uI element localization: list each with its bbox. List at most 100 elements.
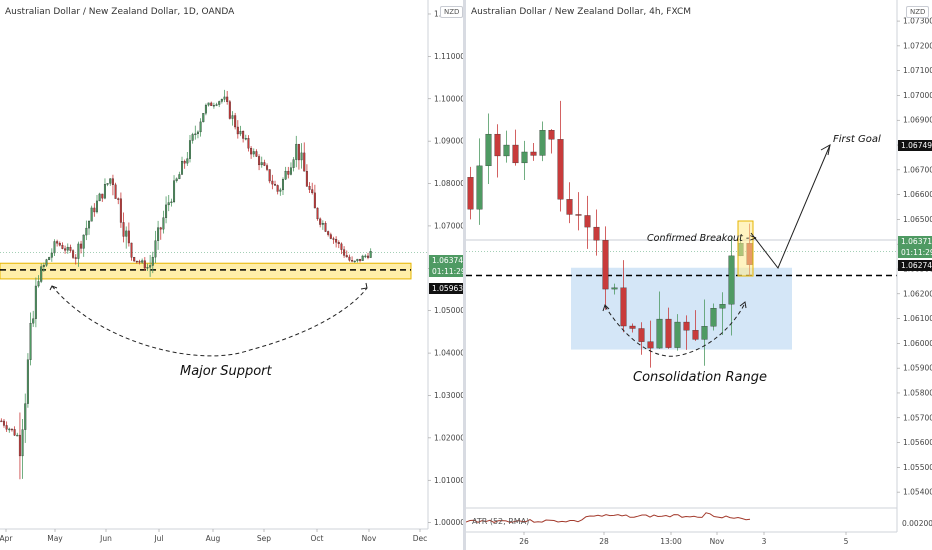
candle-body <box>701 326 708 340</box>
support-zone <box>0 262 412 280</box>
candle-body <box>61 245 64 249</box>
candle-body <box>0 420 3 423</box>
candle-body <box>539 130 546 156</box>
candle-body <box>95 200 98 213</box>
y-tick-label: 1.06200 <box>903 289 932 298</box>
major-support-label: Major Support <box>180 364 273 379</box>
candle-body <box>138 261 141 263</box>
candle-body <box>64 248 67 251</box>
candle-body <box>321 223 324 225</box>
y-tick-label: 1.11000 <box>434 52 463 61</box>
candle-body <box>620 287 627 327</box>
y-tick-label: 1.06100 <box>903 314 932 323</box>
candle-body <box>494 133 501 157</box>
consolidation-arc <box>604 302 746 357</box>
candle-body <box>103 184 106 199</box>
countdown-value: 01:11:29 <box>432 267 463 276</box>
y-tick-label: 1.01000 <box>434 476 463 485</box>
candle-body <box>271 180 274 185</box>
candle-body <box>66 246 69 251</box>
candle-body <box>2 420 5 426</box>
x-tick-label: Oct <box>311 534 324 543</box>
candle-body <box>90 207 93 222</box>
candle-body <box>80 243 83 249</box>
candle-body <box>279 189 282 192</box>
candle-body <box>250 148 253 155</box>
support-arc-arrow-left <box>49 285 58 291</box>
currency-button[interactable]: NZD <box>440 6 464 18</box>
candle-body <box>329 234 332 239</box>
consolidation-arc-arrow-left <box>602 304 610 312</box>
candle-body <box>101 193 104 199</box>
x-tick-label: 26 <box>519 537 529 546</box>
candle-body <box>196 131 199 135</box>
candle-body <box>50 252 53 258</box>
y-tick-label: 1.07200 <box>903 41 932 50</box>
candle-body <box>255 151 258 157</box>
last-price-badge <box>898 236 932 247</box>
daily-candles <box>0 89 372 480</box>
panel-divider[interactable] <box>463 0 466 550</box>
candle-body <box>361 255 364 261</box>
y-tick-label: 1.06700 <box>903 165 932 174</box>
candle-body <box>159 227 162 230</box>
candle-body <box>5 425 8 430</box>
x-tick-label: May <box>47 534 63 543</box>
x-tick-label: 5 <box>844 537 849 546</box>
candle-body <box>281 179 284 191</box>
candle-body <box>16 434 19 437</box>
candle-body <box>181 161 184 175</box>
candle-body <box>122 222 125 237</box>
candle-body <box>165 204 168 218</box>
candle-body <box>69 246 72 251</box>
confirmed-breakout-label: Confirmed Breakout -> <box>647 233 757 244</box>
candle-body <box>674 321 681 348</box>
breakout-candle-highlight <box>737 220 754 277</box>
candle-body <box>719 304 726 309</box>
candle-body <box>611 287 618 290</box>
y-tick-label: 1.05900 <box>903 364 932 373</box>
x-tick-label: Sep <box>257 534 271 543</box>
candle-body <box>199 121 202 133</box>
candle-body <box>359 258 362 261</box>
atr-axis-tick: 0.00200 <box>902 519 932 528</box>
candle-body <box>234 115 237 128</box>
y-tick-label: 1.00000 <box>434 518 463 527</box>
candle-body <box>26 359 29 404</box>
candle-body <box>348 256 351 261</box>
candle-body <box>157 227 160 241</box>
y-tick-label: 1.08000 <box>434 179 463 188</box>
candle-body <box>337 242 340 245</box>
candle-body <box>521 151 528 164</box>
candle-body <box>308 186 311 190</box>
candle-body <box>93 207 96 213</box>
candle-body <box>88 221 91 229</box>
currency-button[interactable]: NZD <box>906 6 930 18</box>
h4-chart-panel[interactable]: First Goal Confirmed Breakout -> Consoli… <box>466 0 932 550</box>
level-price-value: 1.06274 <box>901 261 932 270</box>
candle-body <box>133 257 136 262</box>
x-tick-label: Jun <box>99 534 112 543</box>
candle-body <box>130 242 133 258</box>
candle-body <box>351 260 354 262</box>
x-tick-label: Apr <box>0 534 13 543</box>
candle-body <box>151 256 154 266</box>
candle-body <box>32 318 35 324</box>
candle-body <box>656 318 663 349</box>
candle-body <box>53 241 56 254</box>
candle-body <box>210 102 213 106</box>
daily-chart-canvas[interactable]: Major Support 1.120001.110001.100001.090… <box>0 0 463 550</box>
candle-body <box>665 318 672 348</box>
candle-body <box>683 321 690 331</box>
y-tick-label: 1.07000 <box>434 221 463 230</box>
candle-body <box>106 183 109 185</box>
daily-chart-panel[interactable]: Major Support 1.120001.110001.100001.090… <box>0 0 464 550</box>
candle-body <box>34 285 37 319</box>
y-tick-label: 1.07100 <box>903 66 932 75</box>
candle-body <box>56 241 59 244</box>
candle-body <box>575 214 582 216</box>
x-tick-label: Nov <box>710 537 725 546</box>
h4-chart-canvas[interactable]: First Goal Confirmed Breakout -> Consoli… <box>466 0 932 550</box>
candle-body <box>584 215 591 228</box>
candle-body <box>305 171 308 187</box>
